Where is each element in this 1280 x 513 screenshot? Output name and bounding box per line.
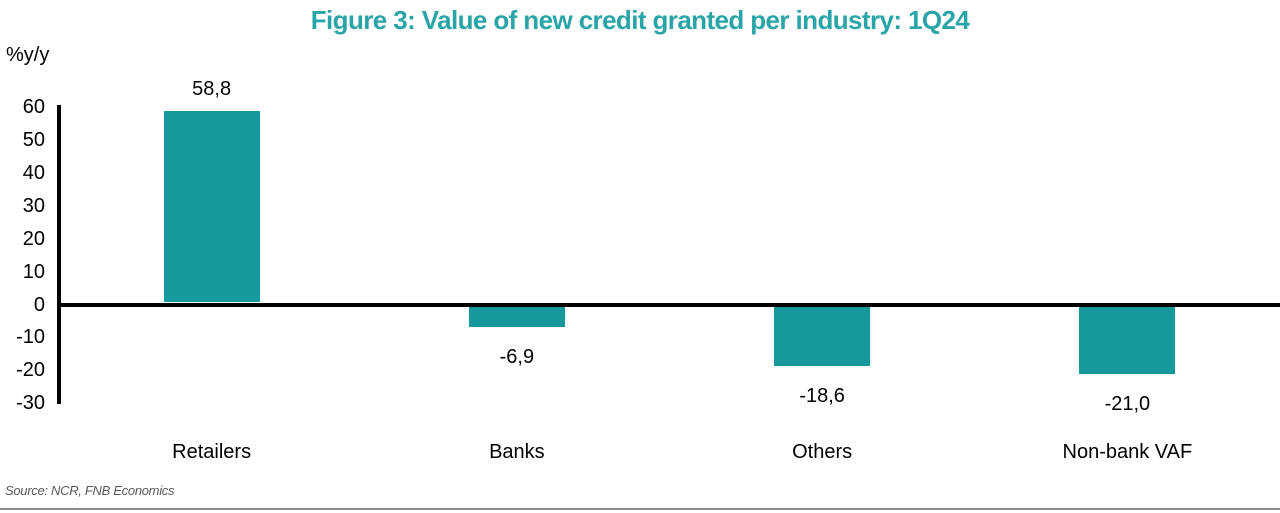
y-tick-label-50: 50 [22, 129, 45, 151]
source-note: Source: NCR, FNB Economics [5, 483, 175, 498]
x-axis-zero-line [57, 302, 1280, 307]
y-tick-label-30: 30 [22, 194, 45, 217]
value-label-others: -18,6 [799, 384, 845, 407]
bar-banks [468, 306, 565, 328]
bar-non-bank-vaf [1079, 306, 1176, 374]
category-label-non-bank-vaf: Non-bank VAF [1062, 441, 1193, 463]
y-tick-label-20: 20 [22, 227, 45, 250]
bar-retailers [163, 111, 260, 303]
y-tick-label-60: 60 [22, 96, 45, 119]
y-tick-label-40: 40 [22, 161, 45, 184]
y-tick-label-10: 10 [22, 260, 45, 283]
category-label-retailers: Retailers [172, 441, 252, 463]
y-tick-label--30: -30 [16, 392, 45, 415]
value-label-non-bank-vaf: -21,0 [1104, 392, 1151, 415]
y-axis-line [57, 105, 61, 404]
category-label-banks: Banks [489, 441, 545, 463]
category-label-others: Others [792, 441, 853, 463]
y-tick-label-0: 0 [33, 293, 45, 316]
y-axis-unit-label: %y/y [6, 44, 50, 66]
y-tick-label--20: -20 [16, 359, 45, 382]
bottom-divider [0, 508, 1280, 510]
value-label-banks: -6,9 [499, 346, 535, 369]
value-label-retailers: 58,8 [192, 78, 232, 101]
chart-title: Figure 3: Value of new credit granted pe… [310, 5, 970, 35]
bar-others [774, 306, 871, 366]
y-tick-label--10: -10 [16, 326, 45, 349]
